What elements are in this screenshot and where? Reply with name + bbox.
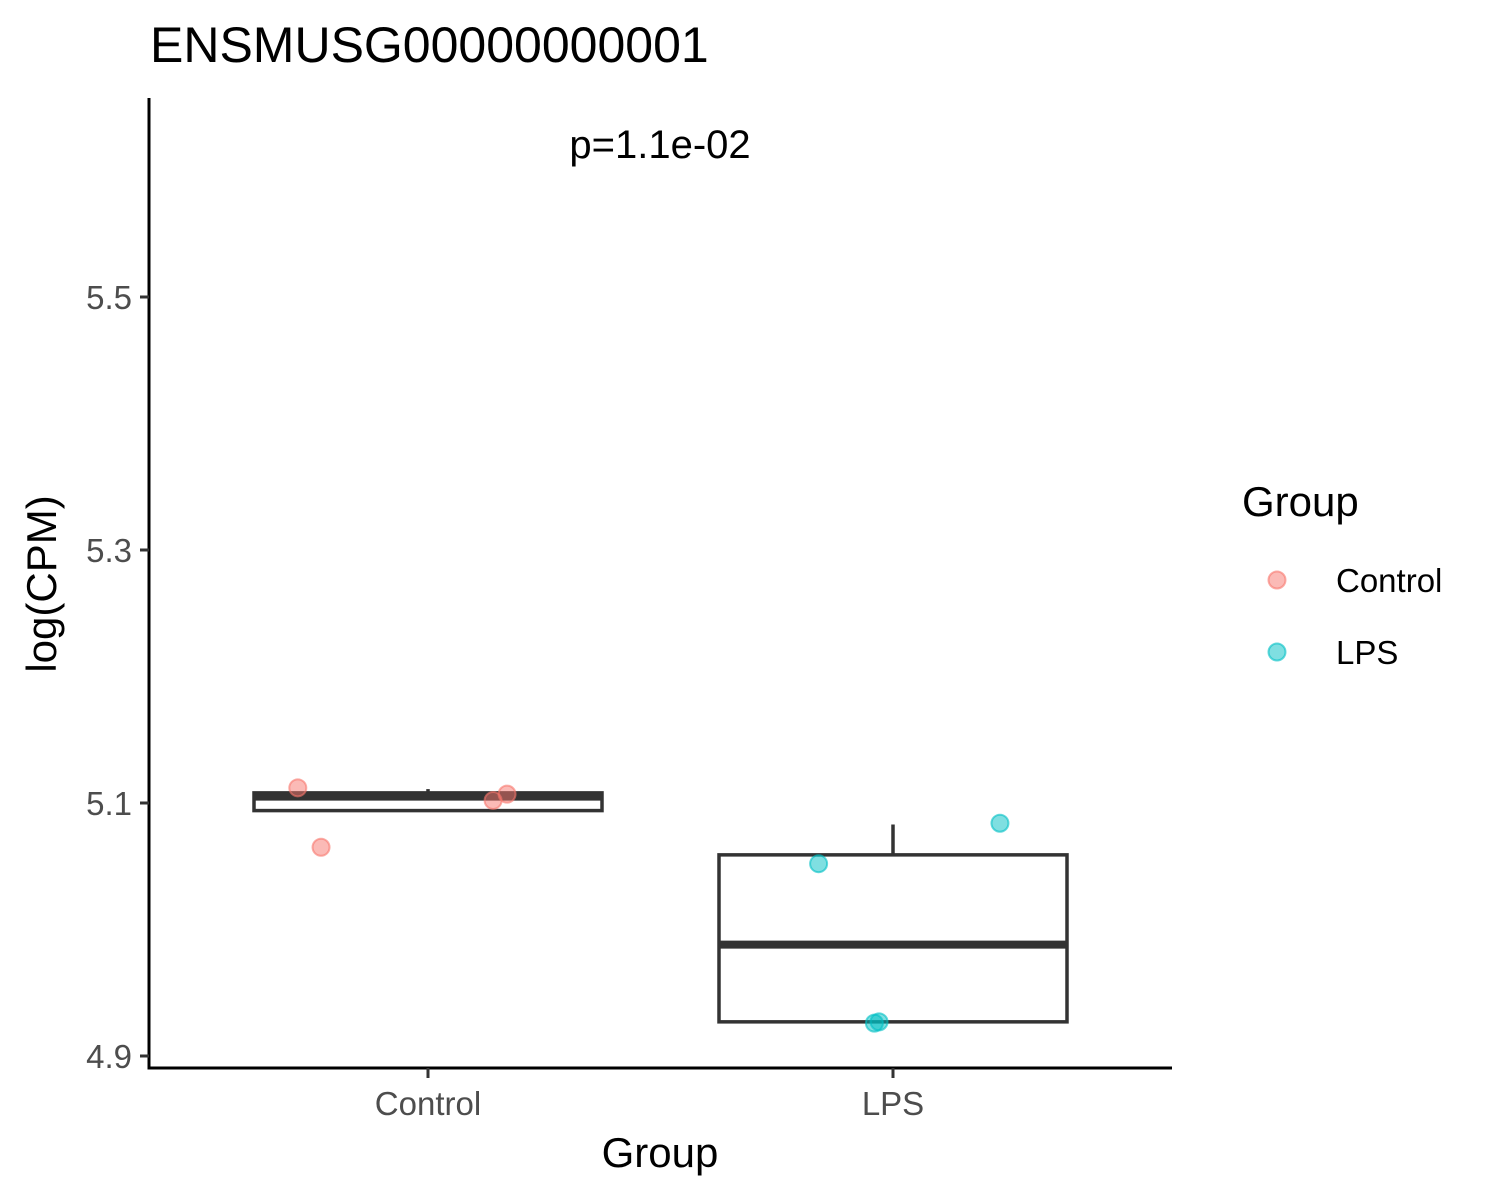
data-point <box>869 1012 889 1032</box>
box-control <box>252 789 604 813</box>
p-value-annotation: p=1.1e-02 <box>569 123 750 167</box>
legend-label-lps: LPS <box>1336 634 1398 671</box>
legend-title: Group <box>1242 478 1359 525</box>
y-tick-label: 5.3 <box>86 532 132 569</box>
legend-items: Control LPS <box>1267 562 1442 671</box>
x-tick-label: LPS <box>862 1085 924 1122</box>
data-point <box>809 854 829 874</box>
points-control <box>288 778 517 857</box>
points-lps <box>809 813 1010 1033</box>
y-tick-label: 5.1 <box>86 785 132 822</box>
chart-title: ENSMUSG00000000001 <box>150 17 709 73</box>
legend-label-control: Control <box>1336 562 1442 599</box>
legend-key-control <box>1267 570 1287 590</box>
legend-key-lps <box>1267 642 1287 662</box>
legend: Group Control LPS <box>1242 478 1442 671</box>
x-tick-label: Control <box>375 1085 481 1122</box>
y-axis-ticks: 4.9 5.1 5.3 5.5 <box>86 279 149 1075</box>
box-lps <box>717 824 1069 1024</box>
y-tick-label: 4.9 <box>86 1038 132 1075</box>
x-axis-ticks: Control LPS <box>375 1068 924 1122</box>
data-point <box>288 778 308 798</box>
data-point <box>311 837 331 857</box>
x-axis-title: Group <box>602 1129 719 1176</box>
y-tick-label: 5.5 <box>86 279 132 316</box>
y-axis-title: log(CPM) <box>18 495 65 672</box>
plot-area <box>252 778 1069 1033</box>
data-point <box>990 813 1010 833</box>
box-body <box>717 853 1069 1024</box>
data-point <box>497 784 517 804</box>
